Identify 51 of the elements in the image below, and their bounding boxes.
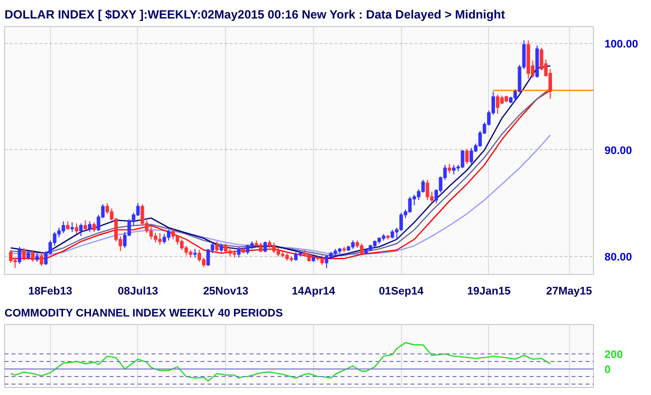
candlestick [198, 250, 202, 262]
candlestick [465, 148, 469, 164]
candlestick [460, 149, 464, 169]
candlestick [62, 220, 66, 234]
candlestick [162, 234, 166, 244]
candlestick [18, 246, 22, 264]
y-tick-label: 0 [604, 364, 611, 376]
candlestick [324, 254, 328, 269]
candlestick [176, 234, 180, 246]
candlestick [92, 222, 96, 232]
candlestick [360, 243, 364, 256]
x-tick-label: 18Feb13 [28, 286, 72, 298]
candlestick [320, 254, 324, 266]
x-tick-label: 19Jan15 [467, 286, 511, 298]
x-tick-label: 01Sep14 [378, 286, 424, 298]
y-tick-label: 80.00 [604, 251, 632, 264]
candlestick [166, 229, 170, 241]
candlestick [74, 222, 78, 235]
candlestick [448, 163, 452, 174]
candlestick [452, 164, 456, 175]
candlestick [30, 250, 34, 262]
candlestick [88, 220, 92, 232]
line-series [10, 134, 551, 256]
candlestick [40, 252, 44, 266]
candlestick [79, 222, 83, 237]
candlestick [84, 220, 88, 230]
y-tick-label: 100.00 [604, 38, 638, 51]
candlestick [9, 250, 13, 264]
candlestick [171, 228, 175, 240]
y-tick-label: 90.00 [604, 144, 632, 157]
x-tick-label: 27May15 [546, 286, 592, 298]
candlestick [215, 241, 219, 252]
candlestick [426, 179, 430, 200]
candlestick [22, 247, 26, 262]
candlestick [470, 147, 474, 166]
candlestick [158, 232, 162, 246]
candlestick [70, 222, 74, 232]
chart-title: COMMODITY CHANNEL INDEX WEEKLY 40 PERIODS [4, 308, 283, 320]
candlestick [154, 232, 158, 244]
x-tick-label: 14Apr14 [292, 286, 336, 298]
chart-title: DOLLAR INDEX [ $DXY ]:WEEKLY:02May2015 00:16 New York : Data Delayed > Midnight [4, 8, 505, 22]
candlestick [272, 242, 276, 254]
x-tick-label: 08Jul13 [118, 286, 158, 298]
x-tick-label: 25Nov13 [203, 286, 248, 298]
candlestick [228, 246, 232, 257]
candlestick [408, 196, 412, 214]
candlestick [421, 179, 425, 194]
line-series [10, 342, 551, 382]
y-tick-label: 200 [604, 348, 623, 361]
candlestick [263, 241, 267, 253]
candlestick [237, 246, 241, 258]
